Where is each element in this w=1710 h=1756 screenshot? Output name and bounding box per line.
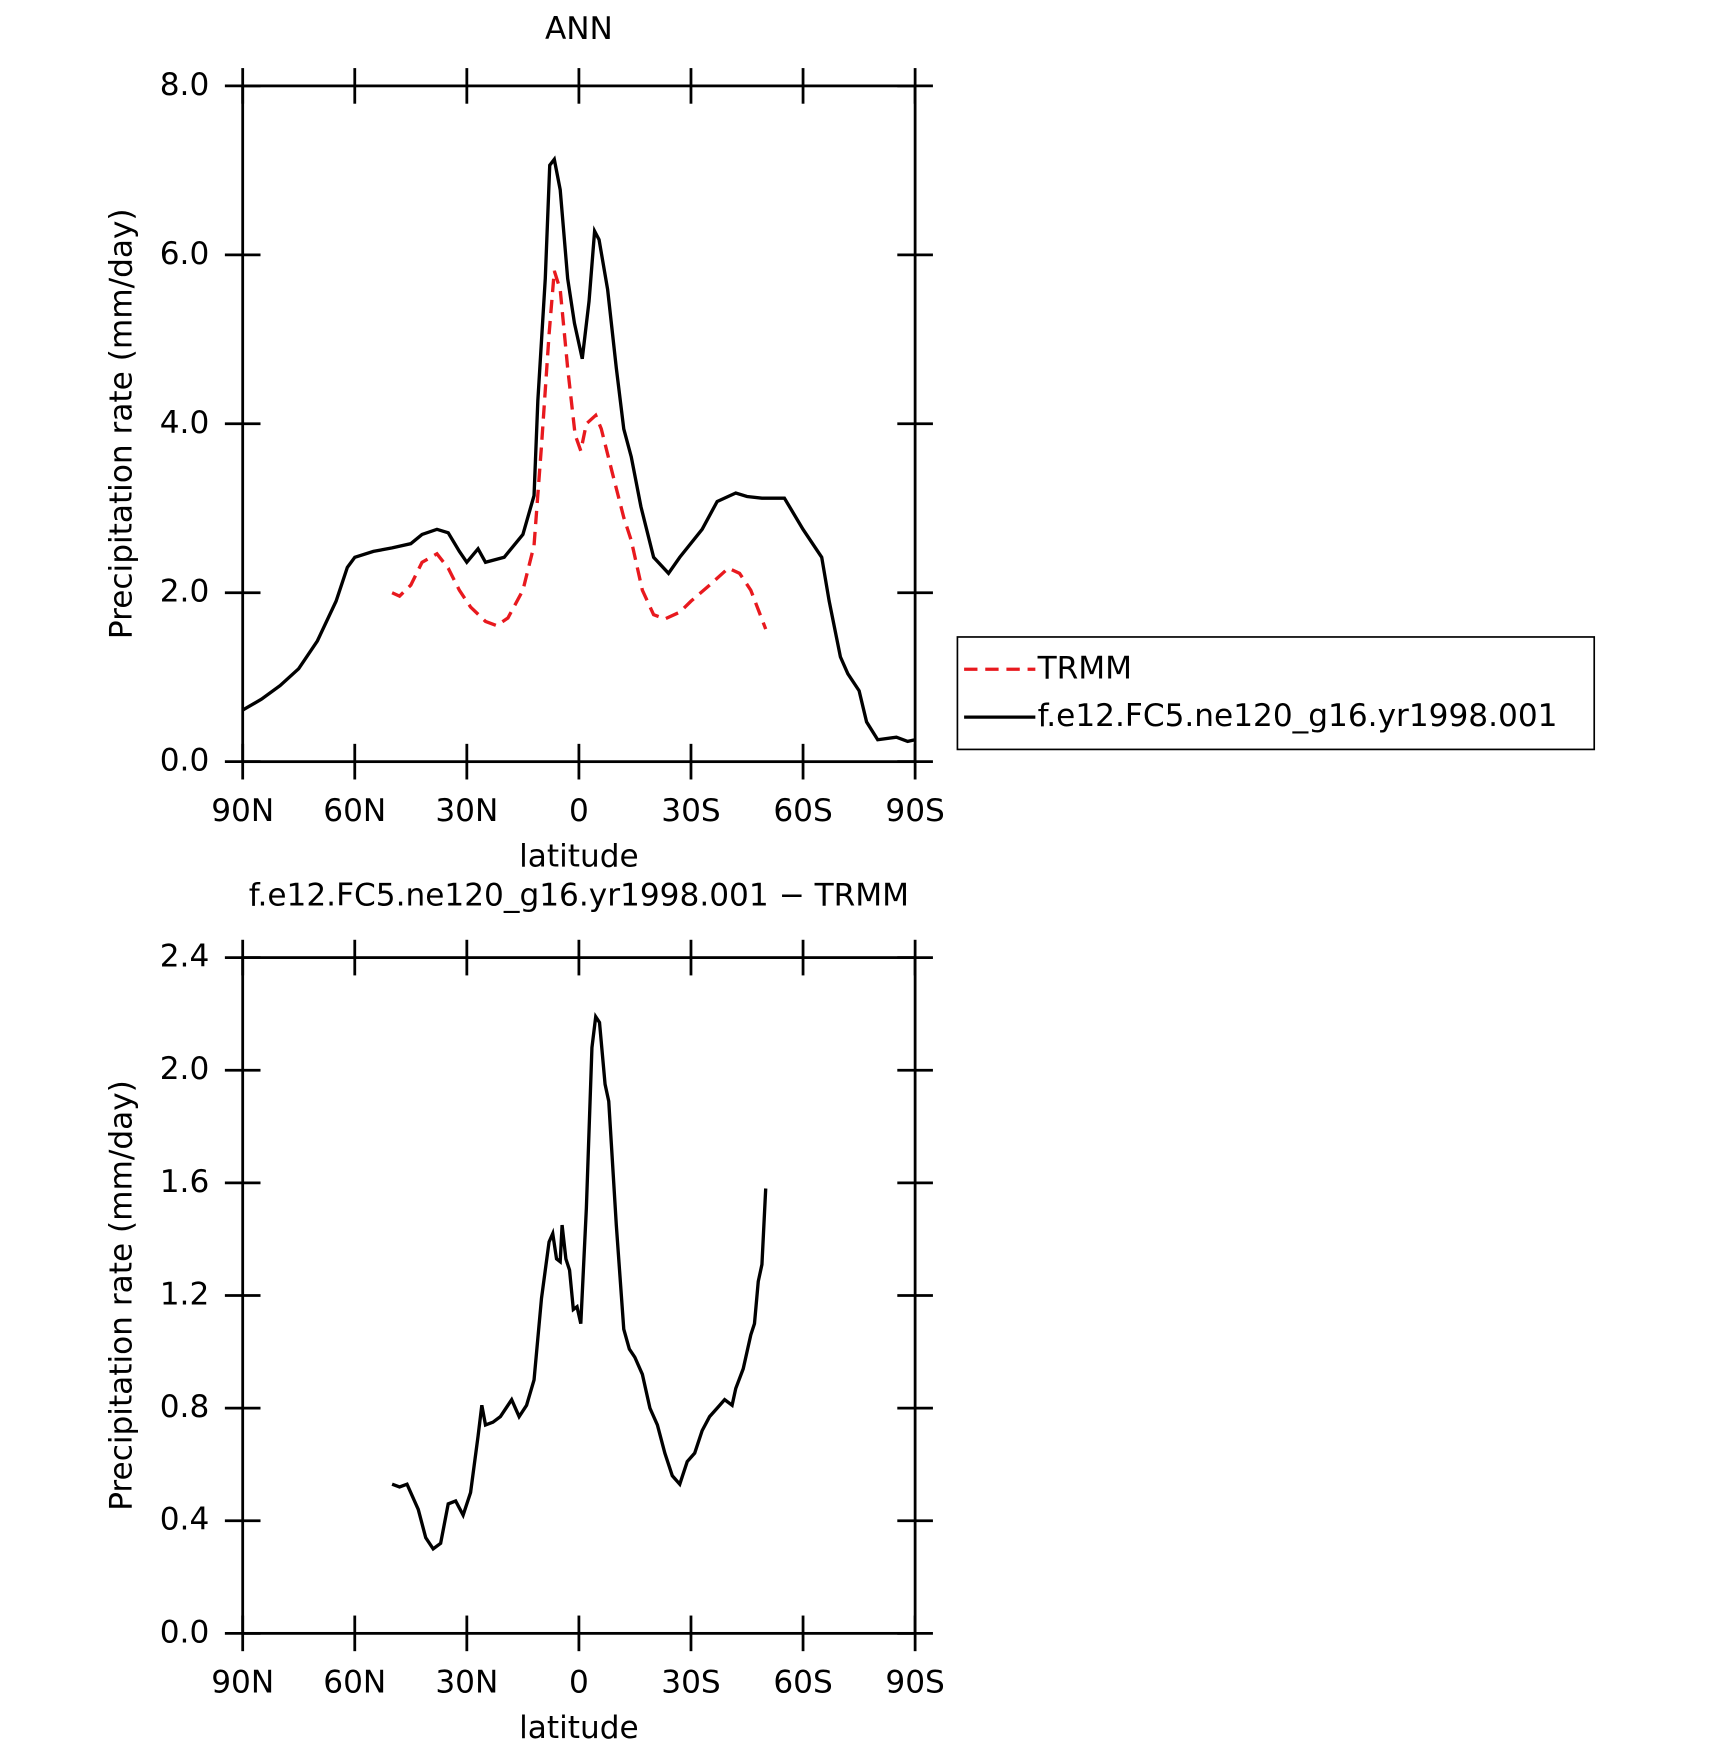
y-tick-label: 0.0	[160, 1614, 210, 1650]
y-tick-label: 2.0	[160, 574, 210, 610]
y-tick-label: 4.0	[160, 405, 210, 441]
x-tick-label: 0	[569, 1664, 589, 1700]
x-tick-label: 30N	[435, 1664, 498, 1700]
y-axis-label: Precipitation rate (mm/day)	[103, 208, 139, 639]
x-tick-label: 30S	[661, 793, 720, 829]
x-tick-label: 60S	[773, 793, 832, 829]
legend-box	[956, 636, 1596, 751]
x-tick-label: 90N	[211, 1664, 274, 1700]
plot-frame	[241, 84, 917, 764]
x-tick-label: 60S	[773, 1664, 832, 1700]
y-tick-label: 1.2	[160, 1276, 210, 1312]
x-tick-label: 60N	[323, 1664, 386, 1700]
x-axis-label: latitude	[519, 838, 639, 874]
x-tick-label: 30N	[435, 793, 498, 829]
legend-label: f.e12.FC5.ne120_g16.yr1998.001	[1038, 698, 1558, 734]
y-tick-label: 6.0	[160, 236, 210, 272]
y-tick-label: 8.0	[160, 67, 210, 103]
y-tick-label: 2.0	[160, 1051, 210, 1087]
legend-label: TRMM	[1037, 650, 1132, 686]
x-tick-label: 90S	[885, 1664, 944, 1700]
data-line	[391, 1012, 768, 1552]
y-tick-label: 2.4	[160, 939, 210, 975]
x-axis-label: latitude	[519, 1710, 639, 1746]
y-axis-label: Precipitation rate (mm/day)	[103, 1080, 139, 1511]
plot-frame	[241, 956, 917, 1635]
chart-title: ANN	[545, 11, 613, 47]
y-tick-label: 1.6	[160, 1164, 210, 1200]
data-line	[391, 270, 768, 630]
chart-title: f.e12.FC5.ne120_g16.yr1998.001 − TRMM	[249, 877, 909, 913]
x-tick-label: 90S	[885, 793, 944, 829]
y-tick-label: 0.8	[160, 1389, 210, 1425]
y-tick-label: 0.0	[160, 743, 210, 779]
x-tick-label: 60N	[323, 793, 386, 829]
x-tick-label: 90N	[211, 793, 274, 829]
x-tick-label: 0	[569, 793, 589, 829]
y-tick-label: 0.4	[160, 1502, 210, 1538]
data-line	[241, 155, 916, 744]
x-tick-label: 30S	[661, 1664, 720, 1700]
